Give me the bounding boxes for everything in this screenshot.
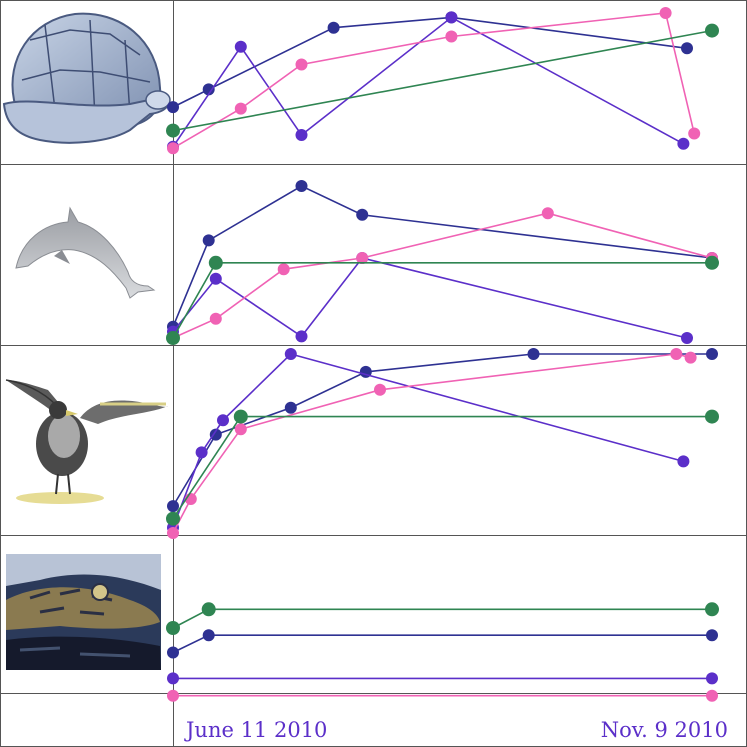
series-navy-panel-4 — [167, 629, 718, 659]
series-line — [172, 353, 691, 534]
data-point — [167, 500, 179, 513]
data-point — [209, 428, 222, 441]
data-point — [167, 672, 179, 685]
data-point — [706, 629, 718, 642]
series-navy-panel-3 — [167, 348, 718, 513]
dolphin-icon — [15, 206, 156, 299]
data-point — [356, 208, 369, 221]
data-point — [374, 383, 386, 396]
data-point — [166, 511, 180, 526]
series-line — [172, 16, 684, 148]
data-point — [295, 129, 308, 141]
series-green-panel-1 — [166, 23, 719, 138]
data-point — [688, 127, 701, 140]
data-point — [684, 351, 697, 364]
series-violet-panel-3 — [167, 348, 690, 534]
data-point — [445, 11, 458, 24]
data-point — [234, 40, 247, 53]
data-point — [677, 137, 690, 150]
series-line — [172, 353, 684, 528]
turtle-icon — [2, 12, 171, 144]
data-point — [681, 42, 693, 55]
data-point — [167, 689, 179, 702]
series-line — [172, 185, 713, 328]
series-violet-panel-2 — [167, 252, 693, 344]
data-point — [167, 142, 179, 155]
data-point — [166, 123, 180, 138]
series-line — [172, 12, 695, 149]
series-line — [172, 634, 712, 654]
data-point — [445, 30, 458, 43]
data-point — [209, 312, 222, 325]
data-point — [670, 348, 683, 360]
series-layer — [166, 7, 719, 702]
data-point — [217, 414, 229, 427]
series-line — [172, 353, 712, 507]
data-point — [167, 527, 179, 539]
data-point — [234, 102, 247, 115]
data-point — [541, 207, 554, 220]
x-tick-label-end: Nov. 9 2010 — [601, 718, 728, 742]
data-point — [202, 83, 215, 96]
series-line — [172, 415, 712, 520]
x-tick-label-start: June 11 2010 — [184, 718, 327, 742]
series-line — [172, 212, 713, 339]
data-point — [705, 409, 719, 424]
bird-icon — [5, 379, 168, 504]
series-violet-panel-4 — [167, 672, 718, 685]
data-point — [167, 101, 179, 114]
data-point — [166, 621, 180, 635]
data-point — [706, 348, 718, 360]
data-point — [356, 252, 369, 264]
series-pink-panel-2 — [167, 207, 718, 344]
series-line — [172, 16, 688, 108]
data-point — [295, 180, 308, 192]
alligator-icon — [6, 554, 161, 670]
series-green-panel-2 — [166, 255, 719, 345]
series-line — [172, 608, 712, 629]
data-point — [166, 331, 180, 345]
data-point — [167, 646, 179, 659]
data-point — [681, 332, 693, 344]
data-point — [209, 272, 222, 285]
data-point — [284, 401, 297, 414]
data-point — [284, 348, 297, 360]
data-point — [659, 7, 672, 19]
series-line — [172, 261, 712, 339]
series-green-panel-4 — [166, 602, 719, 635]
series-pink-panel-3 — [167, 348, 697, 539]
data-point — [233, 409, 248, 424]
data-point — [706, 672, 718, 685]
data-point — [705, 602, 719, 617]
series-green-panel-3 — [166, 409, 719, 526]
data-point — [208, 255, 223, 270]
data-point — [706, 689, 718, 702]
data-point — [677, 455, 690, 468]
data-point — [234, 423, 247, 436]
data-point — [202, 234, 215, 247]
data-point — [195, 446, 208, 459]
data-point — [295, 330, 308, 343]
series-pink-panel-1 — [167, 7, 701, 155]
data-point — [705, 23, 719, 38]
series-navy-panel-1 — [167, 11, 693, 114]
series-pink-panel-4 — [167, 689, 718, 702]
series-line — [172, 29, 713, 132]
series-line — [172, 257, 688, 339]
data-point — [277, 263, 290, 276]
data-point — [327, 21, 340, 34]
data-point — [705, 255, 719, 270]
data-point — [201, 602, 216, 617]
series-violet-panel-1 — [167, 11, 690, 153]
data-point — [202, 629, 215, 642]
data-point — [295, 58, 308, 71]
data-point — [527, 348, 540, 360]
series-navy-panel-2 — [167, 180, 718, 333]
